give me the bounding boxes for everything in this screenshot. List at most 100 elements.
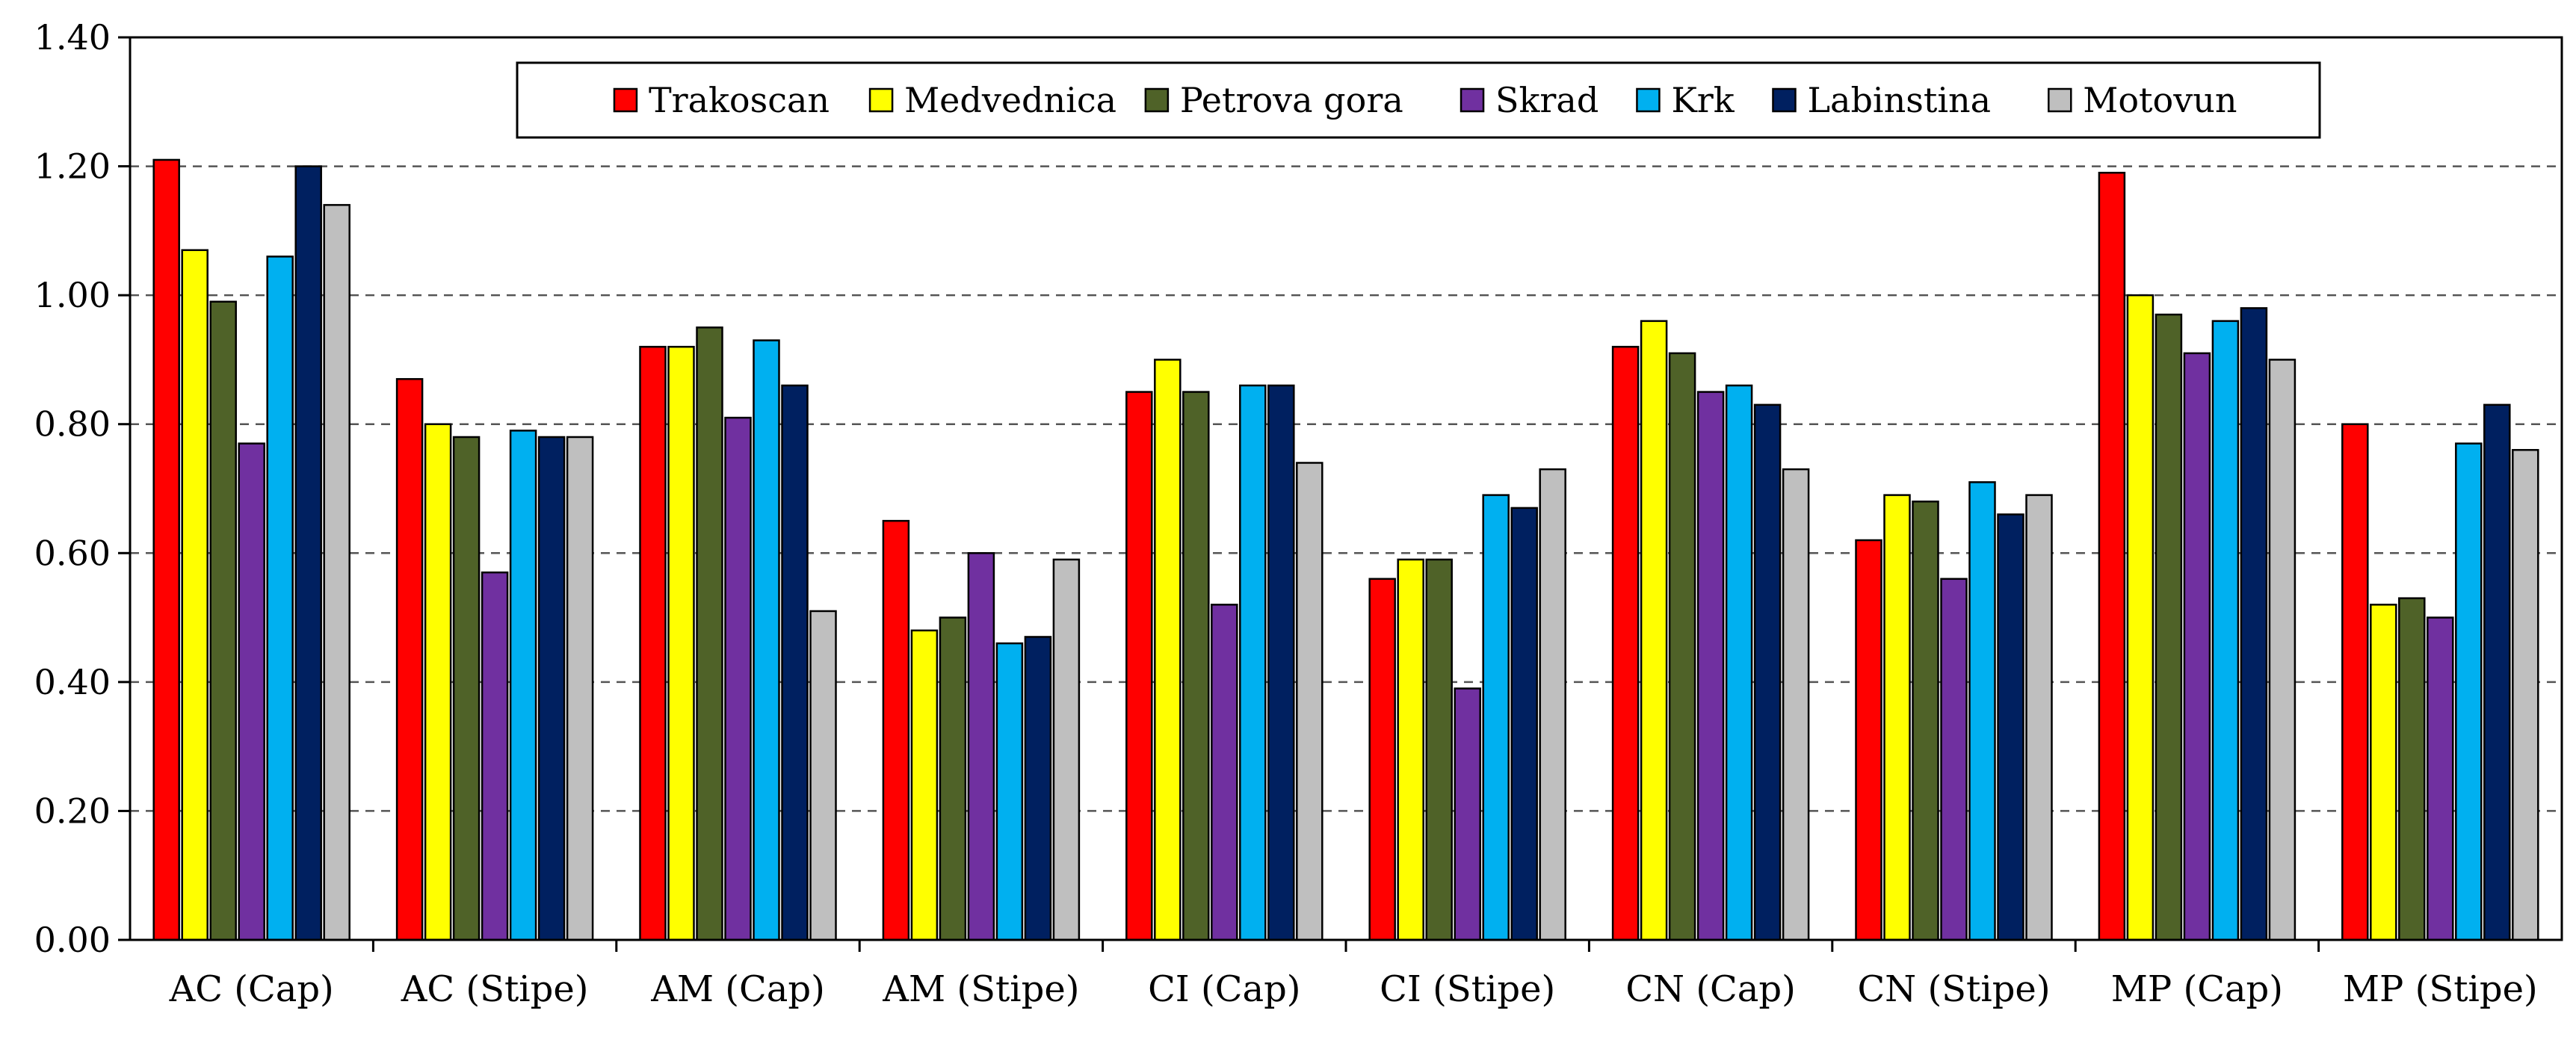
legend-label-0: Trakoscan (649, 80, 830, 120)
bar-4-2 (1182, 391, 1210, 941)
bar-9-3 (2427, 616, 2454, 941)
x-tick-label-0: AC (Cap) (169, 968, 334, 1010)
legend-swatch-4 (1636, 87, 1661, 113)
bar-3-4 (995, 642, 1024, 941)
bar-1-1 (424, 423, 452, 941)
legend-swatch-1 (868, 87, 894, 113)
bar-4-6 (1296, 462, 1323, 941)
bar-9-4 (2455, 442, 2483, 941)
y-tick-label-4: 0.80 (34, 404, 111, 445)
legend-swatch-5 (1772, 87, 1797, 113)
y-tick-label-3: 0.60 (34, 533, 111, 573)
bar-7-0 (1855, 539, 1882, 941)
bar-3-6 (1052, 558, 1081, 941)
bar-7-2 (1912, 501, 1939, 941)
legend-label-1: Medvednica (904, 80, 1116, 120)
bar-0-1 (181, 249, 209, 941)
bar-3-3 (967, 552, 995, 941)
bar-4-4 (1239, 384, 1267, 941)
bar-2-3 (724, 416, 752, 941)
bar-5-6 (1539, 468, 1566, 941)
bar-5-4 (1482, 494, 1510, 941)
x-tick-label-4: CI (Cap) (1148, 968, 1300, 1010)
legend: Trakoscan Medvednica Petrova gora Skrad Krk L… (516, 61, 2321, 139)
y-tick-label-6: 1.20 (34, 146, 111, 187)
bar-1-0 (395, 378, 424, 941)
bar-4-3 (1211, 604, 1238, 941)
bar-6-0 (1611, 345, 1640, 941)
bar-8-3 (2183, 352, 2211, 941)
bar-5-5 (1510, 507, 1538, 941)
bar-5-3 (1454, 687, 1481, 941)
y-tick-label-5: 1.00 (34, 275, 111, 315)
bar-6-4 (1725, 384, 1753, 941)
bar-4-1 (1154, 359, 1182, 941)
bar-1-2 (452, 436, 481, 941)
bar-2-4 (753, 339, 780, 941)
x-tick-label-3: AM (Stipe) (882, 968, 1079, 1010)
bar-3-0 (882, 519, 910, 941)
bar-2-6 (809, 610, 837, 941)
bar-2-5 (781, 384, 809, 941)
bar-9-1 (2370, 604, 2397, 941)
bar-5-0 (1368, 578, 1396, 941)
bar-0-4 (266, 256, 294, 941)
bar-9-2 (2398, 597, 2426, 941)
bar-3-2 (939, 616, 967, 941)
bar-7-6 (2025, 494, 2053, 941)
y-tick-label-1: 0.20 (34, 790, 111, 831)
bar-7-3 (1940, 578, 1968, 941)
x-tick-label-2: AM (Cap) (650, 968, 825, 1010)
bar-0-3 (238, 442, 265, 941)
bar-1-4 (509, 430, 537, 941)
bar-2-0 (639, 345, 667, 941)
bar-9-0 (2341, 423, 2369, 941)
bar-1-6 (566, 436, 594, 941)
y-tick-label-0: 0.00 (34, 920, 111, 960)
legend-box (516, 61, 2321, 139)
bar-8-4 (2211, 320, 2240, 941)
bars (152, 158, 2539, 941)
bar-7-4 (1968, 481, 1996, 941)
bar-7-1 (1883, 494, 1911, 941)
legend-label-6: Motovun (2083, 80, 2237, 120)
x-tick-label-8: MP (Cap) (2111, 968, 2283, 1010)
bar-8-1 (2126, 294, 2155, 941)
bar-1-3 (481, 571, 509, 941)
y-tick-label-2: 0.40 (34, 662, 111, 702)
bar-0-6 (323, 204, 350, 941)
legend-swatch-0 (613, 87, 638, 113)
legend-label-5: Labinstina (1807, 80, 1991, 120)
bar-8-6 (2268, 359, 2297, 941)
bar-6-6 (1782, 468, 1810, 941)
axes (118, 36, 2563, 952)
legend-label-2: Petrova gora (1180, 80, 1403, 120)
y-tick-label-7: 1.40 (34, 17, 111, 58)
bar-4-0 (1125, 391, 1153, 941)
bar-1-5 (537, 436, 566, 941)
x-tick-labels: AC (Cap) AC (Stipe) AM (Cap) AM (Stipe) CI (… (169, 968, 2538, 1010)
bar-6-2 (1668, 352, 1696, 941)
legend-swatch-3 (1460, 87, 1485, 113)
bar-4-5 (1267, 384, 1295, 941)
bar-2-2 (696, 326, 723, 941)
bar-5-2 (1425, 558, 1453, 941)
bar-8-5 (2240, 307, 2268, 941)
legend-label-4: Krk (1671, 80, 1735, 120)
bar-6-1 (1640, 320, 1668, 941)
x-tick-label-6: CN (Cap) (1625, 968, 1796, 1010)
bar-6-3 (1696, 391, 1725, 941)
bar-2-1 (667, 345, 695, 941)
bar-9-6 (2512, 448, 2539, 941)
x-tick-label-1: AC (Stipe) (401, 968, 589, 1010)
bar-0-2 (209, 300, 237, 941)
bar-8-2 (2155, 313, 2183, 941)
bar-8-0 (2098, 171, 2126, 941)
bar-9-5 (2483, 403, 2511, 941)
bar-5-1 (1397, 558, 1424, 941)
x-tick-label-9: MP (Stipe) (2343, 968, 2538, 1010)
bar-3-1 (910, 629, 939, 941)
y-tick-labels: 0.00 0.20 0.40 0.60 0.80 1.00 1.20 1.40 (34, 17, 111, 960)
